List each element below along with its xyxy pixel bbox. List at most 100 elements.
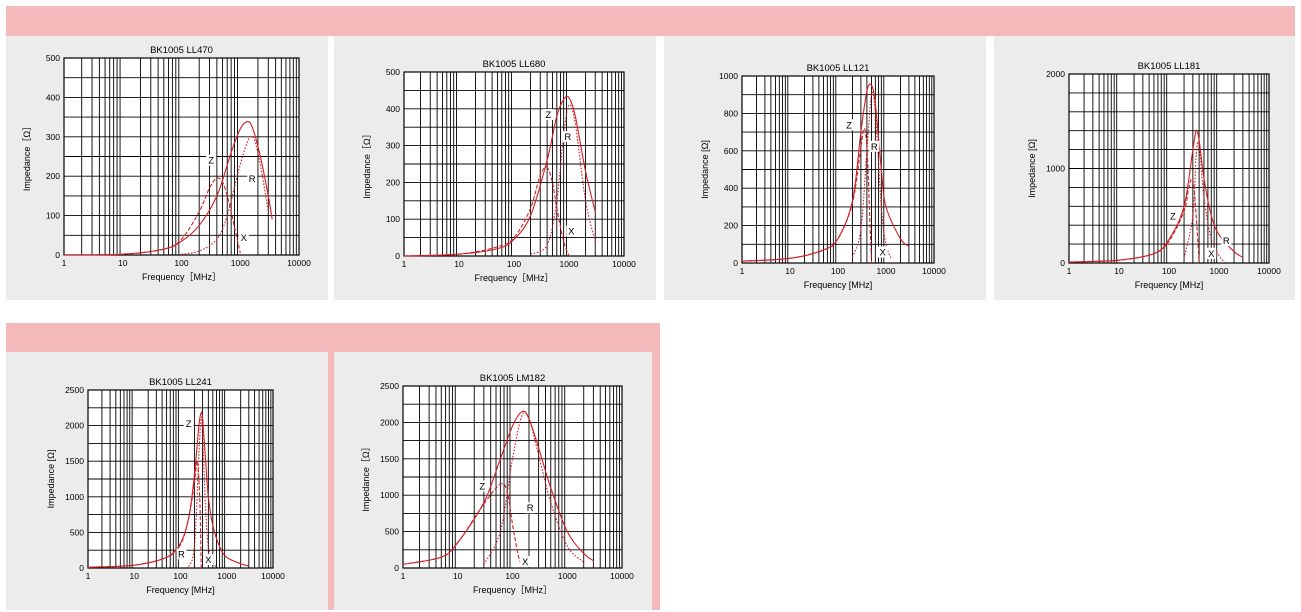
x-tick-label: 10000 bbox=[261, 571, 285, 581]
curve-label-x: X bbox=[568, 227, 575, 238]
y-tick-label: 500 bbox=[385, 527, 399, 537]
x-tick-label: 1000 bbox=[231, 258, 250, 268]
series-x-line bbox=[402, 483, 525, 569]
curve-label-z: Z bbox=[1170, 212, 1176, 223]
y-tick-label: 500 bbox=[70, 527, 84, 537]
series-z-line bbox=[403, 95, 596, 257]
x-tick-label: 10000 bbox=[610, 571, 634, 581]
y-tick-label: 200 bbox=[46, 171, 60, 181]
curve-label-bg bbox=[203, 554, 214, 566]
series-z-line bbox=[63, 121, 273, 256]
x-tick-label: 1 bbox=[86, 571, 91, 581]
chart-title: BK1005 LL470 bbox=[150, 45, 213, 56]
curve-label-bg bbox=[520, 556, 531, 568]
grid-horizontal bbox=[403, 403, 622, 551]
series-r-line bbox=[530, 104, 596, 255]
curve-label-bg bbox=[247, 173, 258, 185]
curve-label-z: Z bbox=[479, 481, 485, 492]
grid-horizontal bbox=[742, 94, 934, 245]
y-tick-label: 400 bbox=[386, 104, 400, 114]
series-z-line bbox=[741, 83, 910, 262]
y-tick-label: 2000 bbox=[380, 417, 399, 427]
curve-label-x: X bbox=[241, 233, 248, 244]
chart-panel-ll241: BK1005 LL241 1 10 100 1000 10000 0 500 1000 1500 2… bbox=[6, 352, 328, 610]
grid-vertical bbox=[419, 386, 620, 568]
x-tick-label: 100 bbox=[174, 258, 188, 268]
x-tick-label: 1 bbox=[62, 258, 67, 268]
curve-label-bg bbox=[1206, 247, 1217, 259]
x-tick-label: 10 bbox=[453, 571, 463, 581]
x-tick-label: 1 bbox=[1067, 266, 1072, 276]
y-tick-label: 2500 bbox=[380, 381, 399, 391]
x-tick-label: 10000 bbox=[287, 258, 311, 268]
x-axis-label: Frequency［MHz］ bbox=[474, 273, 553, 283]
header-band-row-1 bbox=[6, 6, 1295, 36]
y-tick-label: 1000 bbox=[719, 71, 738, 81]
curve-label-r: R bbox=[249, 174, 256, 185]
curve-label-bg bbox=[477, 480, 488, 492]
x-tick-label: 1 bbox=[740, 266, 745, 276]
y-tick-label: 300 bbox=[46, 132, 60, 142]
x-tick-label: 100 bbox=[505, 571, 519, 581]
chart-title: BK1005 LL680 bbox=[483, 59, 546, 70]
series-x-line bbox=[403, 166, 570, 257]
series-x-line bbox=[1068, 177, 1200, 264]
x-axis-label: Frequency [MHz] bbox=[804, 280, 873, 290]
y-axis-label: Impedance［Ω］ bbox=[361, 442, 371, 511]
y-tick-label: 0 bbox=[394, 563, 399, 573]
chart-ll241: BK1005 LL241 1 10 100 1000 10000 0 500 1000 1500 2… bbox=[46, 377, 285, 595]
y-tick-label: 200 bbox=[724, 221, 738, 231]
y-tick-label: 100 bbox=[46, 211, 60, 221]
y-tick-label: 2000 bbox=[1046, 69, 1065, 79]
curve-label-bg bbox=[877, 246, 888, 258]
series-x-line bbox=[741, 127, 873, 264]
x-axis-label: Frequency [MHz] bbox=[1135, 280, 1204, 290]
y-tick-label: 0 bbox=[1060, 258, 1065, 268]
curve-label-bg bbox=[566, 225, 577, 237]
series-r-line bbox=[1183, 141, 1226, 263]
x-tick-label: 10 bbox=[785, 266, 795, 276]
y-tick-label: 300 bbox=[386, 141, 400, 151]
y-tick-label: 600 bbox=[724, 146, 738, 156]
plot-frame bbox=[402, 385, 623, 569]
series-r-line bbox=[483, 411, 585, 565]
curve-label-r: R bbox=[178, 549, 185, 560]
y-axis-label: Impedance [Ω] bbox=[46, 450, 56, 509]
y-tick-label: 200 bbox=[386, 177, 400, 187]
y-tick-label: 0 bbox=[79, 563, 84, 573]
x-tick-label: 10000 bbox=[922, 266, 946, 276]
y-tick-label: 1000 bbox=[380, 490, 399, 500]
grid-horizontal bbox=[64, 77, 299, 236]
y-tick-label: 1000 bbox=[1046, 164, 1065, 174]
curve-label-bg bbox=[238, 232, 249, 244]
x-tick-label: 10000 bbox=[612, 259, 636, 269]
x-axis-label: Frequency［MHz］ bbox=[142, 272, 221, 282]
chart-ll181: BK1005 LL181 1 10 100 1000 10000 0 1000 2000 Freq… bbox=[1027, 61, 1281, 290]
chart-panel-ll121: BK1005 LL121 1 10 100 1000 10000 0 200 400 600 800… bbox=[664, 36, 986, 300]
x-tick-label: 10 bbox=[454, 259, 464, 269]
chart-ll121: BK1005 LL121 1 10 100 1000 10000 0 200 400 600 800… bbox=[700, 63, 946, 290]
x-tick-label: 1000 bbox=[558, 571, 577, 581]
curve-label-z: Z bbox=[208, 156, 214, 167]
curve-label-bg bbox=[525, 502, 536, 514]
x-tick-label: 1 bbox=[402, 259, 407, 269]
curve-label-z: Z bbox=[186, 419, 192, 430]
plot-frame bbox=[741, 75, 935, 264]
y-axis-label: Impedance［Ω］ bbox=[22, 122, 32, 191]
x-tick-label: 1000 bbox=[877, 266, 896, 276]
chart-panel-lm182: BK1005 LM182 1 10 100 1000 10000 0 500 1000 1500 2… bbox=[334, 352, 652, 610]
x-tick-label: 10 bbox=[118, 258, 128, 268]
x-axis-label: Frequency [MHz] bbox=[146, 585, 215, 595]
curve-label-bg bbox=[869, 140, 880, 152]
chart-lm182: BK1005 LM182 1 10 100 1000 10000 0 500 1000 1500 2… bbox=[361, 373, 634, 595]
curve-label-bg bbox=[183, 418, 194, 430]
curve-label-x: X bbox=[1208, 249, 1215, 260]
curve-label-bg bbox=[1221, 235, 1232, 247]
series-x-line bbox=[63, 177, 241, 256]
x-tick-label: 100 bbox=[1162, 266, 1176, 276]
y-tick-label: 0 bbox=[733, 258, 738, 268]
plot-frame bbox=[63, 57, 300, 256]
series-z-line bbox=[87, 411, 249, 568]
x-tick-label: 1000 bbox=[1210, 266, 1229, 276]
curve-label-z: Z bbox=[846, 120, 852, 131]
